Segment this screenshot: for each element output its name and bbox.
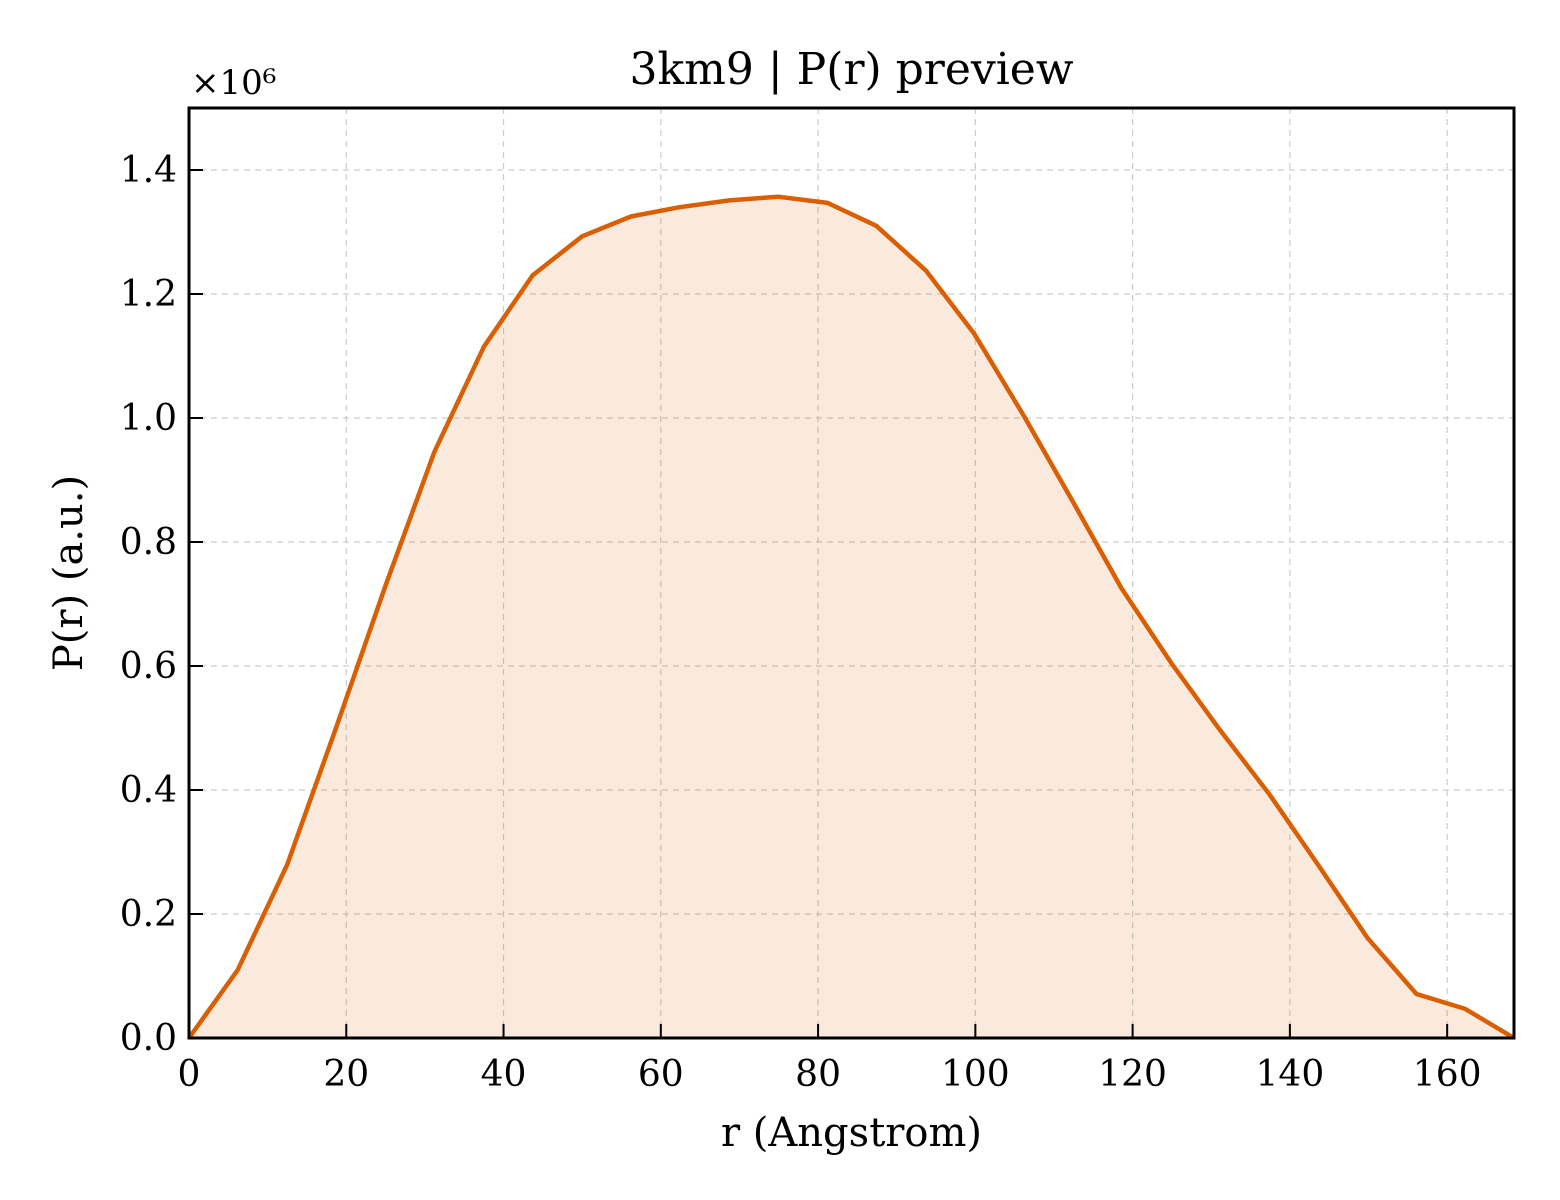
y-tick-label: 0.6 [120,646,177,687]
x-tick-label: 0 [178,1054,201,1095]
pr-series-line [187,194,1516,1040]
y-tick-label: 1.2 [120,274,177,315]
y-axis-offset-label: ×10⁶ [191,63,276,103]
x-tick-label: 160 [1413,1054,1482,1095]
x-tick-label: 120 [1098,1054,1167,1095]
y-axis-label: P(r) (a.u.) [46,475,92,671]
y-tick-label: 0.4 [120,770,177,811]
chart-title: 3km9 | P(r) preview [630,44,1074,95]
x-tick-label: 20 [323,1054,369,1095]
x-tick-label: 100 [941,1054,1010,1095]
plot-frame [187,106,1516,1040]
x-tick-label: 40 [481,1054,527,1095]
x-tick-label: 80 [795,1054,841,1095]
x-tick-label: 140 [1256,1054,1325,1095]
y-tick-label: 0.0 [120,1018,177,1059]
x-axis-label: r (Angstrom) [721,1110,982,1156]
pr-area-fill [189,196,1514,1038]
y-tick-label: 0.2 [120,894,177,935]
x-tick-label: 60 [638,1054,684,1095]
ticks: 0 20 40 60 80 100 120 140 160 0.0 0.2 0.4 0.6 0.8 1.0 1… [120,150,1482,1095]
y-tick-label: 1.4 [120,150,177,191]
grid [188,108,1514,1039]
y-tick-label: 1.0 [120,398,177,439]
y-tick-label: 0.8 [120,522,177,563]
